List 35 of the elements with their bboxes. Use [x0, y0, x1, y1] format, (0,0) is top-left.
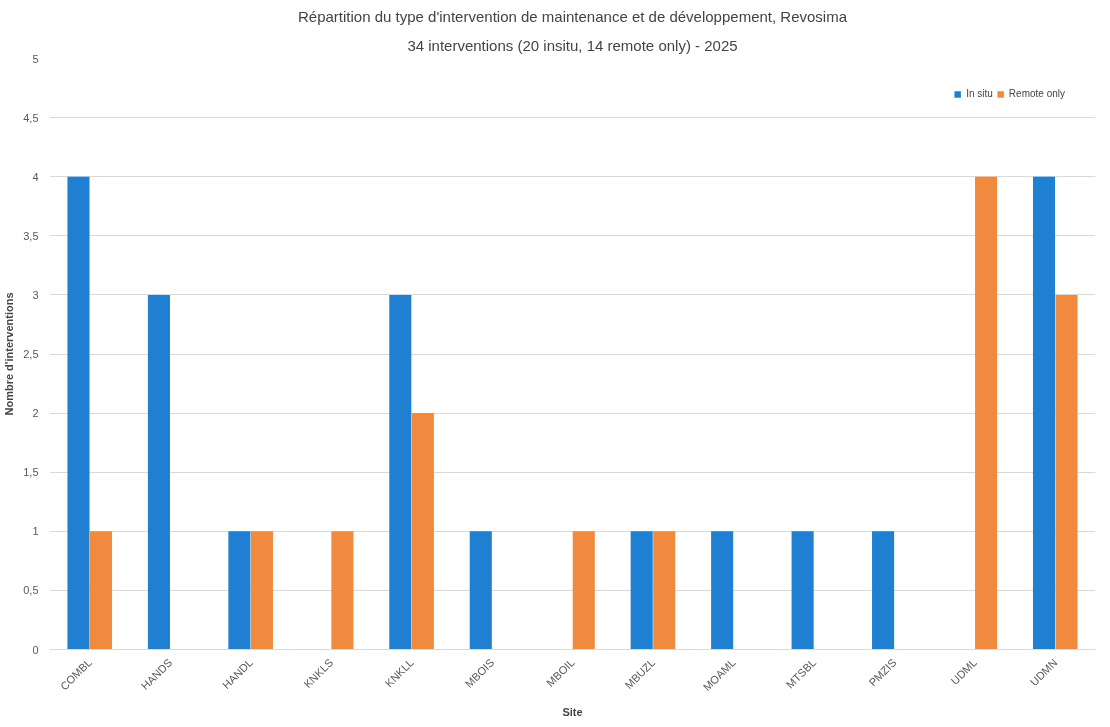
chart-subtitle: 34 interventions (20 insitu, 14 remote only) - 2025: [407, 36, 738, 54]
bar: [89, 531, 113, 650]
y-tick-label: 2,5: [23, 348, 39, 360]
bar: [147, 294, 170, 650]
chart-title: Répartition du type d'intervention de maintenance et de développement, Revosima: [297, 7, 848, 25]
x-axis-title: Site: [562, 705, 583, 718]
y-tick-label: 4,5: [23, 111, 39, 124]
y-tick-label: 4: [32, 170, 39, 183]
bar: [331, 531, 354, 650]
bar: [711, 531, 734, 650]
y-tick-label: 0,5: [23, 584, 39, 597]
y-axis-title: Nombre d'interventions: [3, 292, 16, 416]
y-tick-label: 3: [32, 288, 39, 301]
y-tick-label: 1: [32, 525, 39, 538]
legend-label: Remote only: [1008, 88, 1065, 99]
bar: [653, 531, 676, 650]
bar: [389, 294, 412, 650]
bar: [572, 531, 595, 650]
bar: [469, 531, 492, 650]
bar: [1032, 176, 1056, 650]
y-tick-label: 0: [32, 643, 39, 656]
bar: [791, 531, 814, 650]
bar: [630, 531, 653, 650]
bar: [975, 176, 998, 650]
y-tick-label: 1,5: [23, 466, 39, 479]
y-tick-label: 2: [32, 407, 39, 420]
bar: [67, 176, 90, 650]
bar: [1055, 294, 1078, 650]
y-tick-label: 5: [32, 52, 39, 65]
bar: [411, 413, 434, 650]
y-tick-label: 3,5: [23, 229, 39, 242]
bar: [228, 531, 251, 650]
bar: [872, 531, 895, 650]
bar: [250, 531, 273, 650]
legend-label: In situ: [966, 88, 993, 99]
